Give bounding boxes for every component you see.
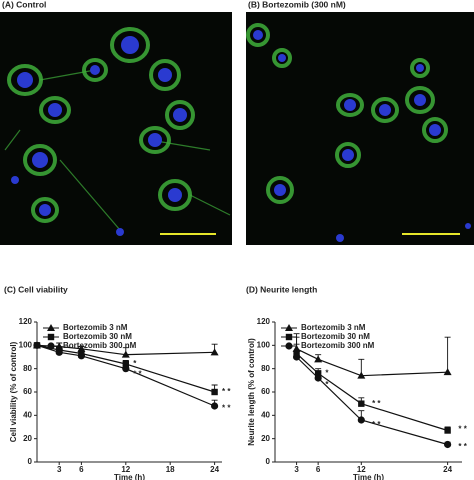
chart-title: (C) Cell viability <box>4 284 68 294</box>
panel-label: (A) Control <box>2 0 46 9</box>
legend-label: Bortezomib 3 nM <box>301 323 366 332</box>
x-axis-label: Time (h) <box>114 473 145 480</box>
x-tick-label: 12 <box>357 465 366 474</box>
x-axis-label: Time (h) <box>353 473 384 480</box>
y-tick-label: 120 <box>257 317 271 326</box>
annotation: * * <box>222 387 231 396</box>
y-axis-label: Cell viability (% of control) <box>9 341 18 442</box>
annotation: * * <box>133 370 142 379</box>
y-tick-label: 80 <box>261 364 270 373</box>
chart-title: (D) Neurite length <box>246 284 317 294</box>
legend-label: Bortezomib 300 nM <box>63 341 137 350</box>
annotation: * * <box>458 424 467 433</box>
marker <box>122 365 130 373</box>
marker <box>211 402 219 410</box>
x-tick-label: 18 <box>166 465 175 474</box>
micrograph <box>0 12 474 245</box>
marker <box>357 371 366 379</box>
marker <box>285 342 293 350</box>
annotation: * <box>325 368 329 377</box>
marker <box>121 350 130 358</box>
marker <box>357 416 365 424</box>
marker <box>47 342 55 350</box>
y-tick-label: 100 <box>257 340 271 349</box>
x-tick-label: 3 <box>294 465 299 474</box>
marker <box>285 324 293 331</box>
y-tick-label: 40 <box>261 410 270 419</box>
x-tick-label: 6 <box>79 465 84 474</box>
y-tick-label: 60 <box>23 387 32 396</box>
y-axis-label: Neurite length (% of control) <box>247 338 256 446</box>
marker <box>314 355 323 363</box>
marker <box>211 388 218 396</box>
annotation: * * <box>458 442 467 451</box>
annotation: * <box>325 380 329 389</box>
x-tick-label: 3 <box>57 465 62 474</box>
error-bar <box>293 333 300 357</box>
marker <box>210 348 219 356</box>
marker <box>358 400 365 407</box>
y-tick-label: 0 <box>266 457 271 466</box>
x-tick-label: 24 <box>210 465 219 474</box>
marker <box>444 440 452 449</box>
annotation: * * <box>372 420 381 429</box>
marker <box>285 333 293 341</box>
marker <box>122 360 129 368</box>
marker <box>444 427 451 434</box>
series-line <box>296 348 448 377</box>
panel-label: (B) Bortezomib (300 nM) <box>248 0 346 9</box>
y-tick-label: 0 <box>28 457 33 466</box>
annotation: * <box>133 359 137 368</box>
y-tick-label: 60 <box>261 387 270 396</box>
legend-label: Bortezomib 30 nM <box>301 332 370 341</box>
marker <box>314 374 322 382</box>
marker <box>47 333 55 341</box>
x-tick-label: 12 <box>121 465 130 474</box>
legend-label: Bortezomib 300 nM <box>301 341 375 350</box>
y-tick-label: 100 <box>19 340 33 349</box>
y-tick-label: 20 <box>23 434 32 443</box>
series-line <box>296 356 448 446</box>
annotation: * * <box>222 403 231 412</box>
series-line <box>296 353 448 432</box>
marker <box>47 324 55 331</box>
marker <box>77 352 85 360</box>
marker <box>443 368 452 376</box>
legend-label: Bortezomib 3 nM <box>63 323 128 332</box>
marker <box>33 341 41 349</box>
marker <box>292 353 301 361</box>
y-tick-label: 120 <box>19 317 33 326</box>
y-tick-label: 40 <box>23 410 32 419</box>
y-tick-label: 20 <box>261 434 270 443</box>
annotation: * * <box>372 399 381 408</box>
x-tick-label: 24 <box>443 465 452 474</box>
x-tick-label: 6 <box>316 465 321 474</box>
marker <box>55 348 63 356</box>
error-bar <box>444 336 451 373</box>
legend-label: Bortezomib 30 nM <box>63 332 132 341</box>
marker <box>77 344 86 352</box>
y-tick-label: 80 <box>23 364 32 373</box>
